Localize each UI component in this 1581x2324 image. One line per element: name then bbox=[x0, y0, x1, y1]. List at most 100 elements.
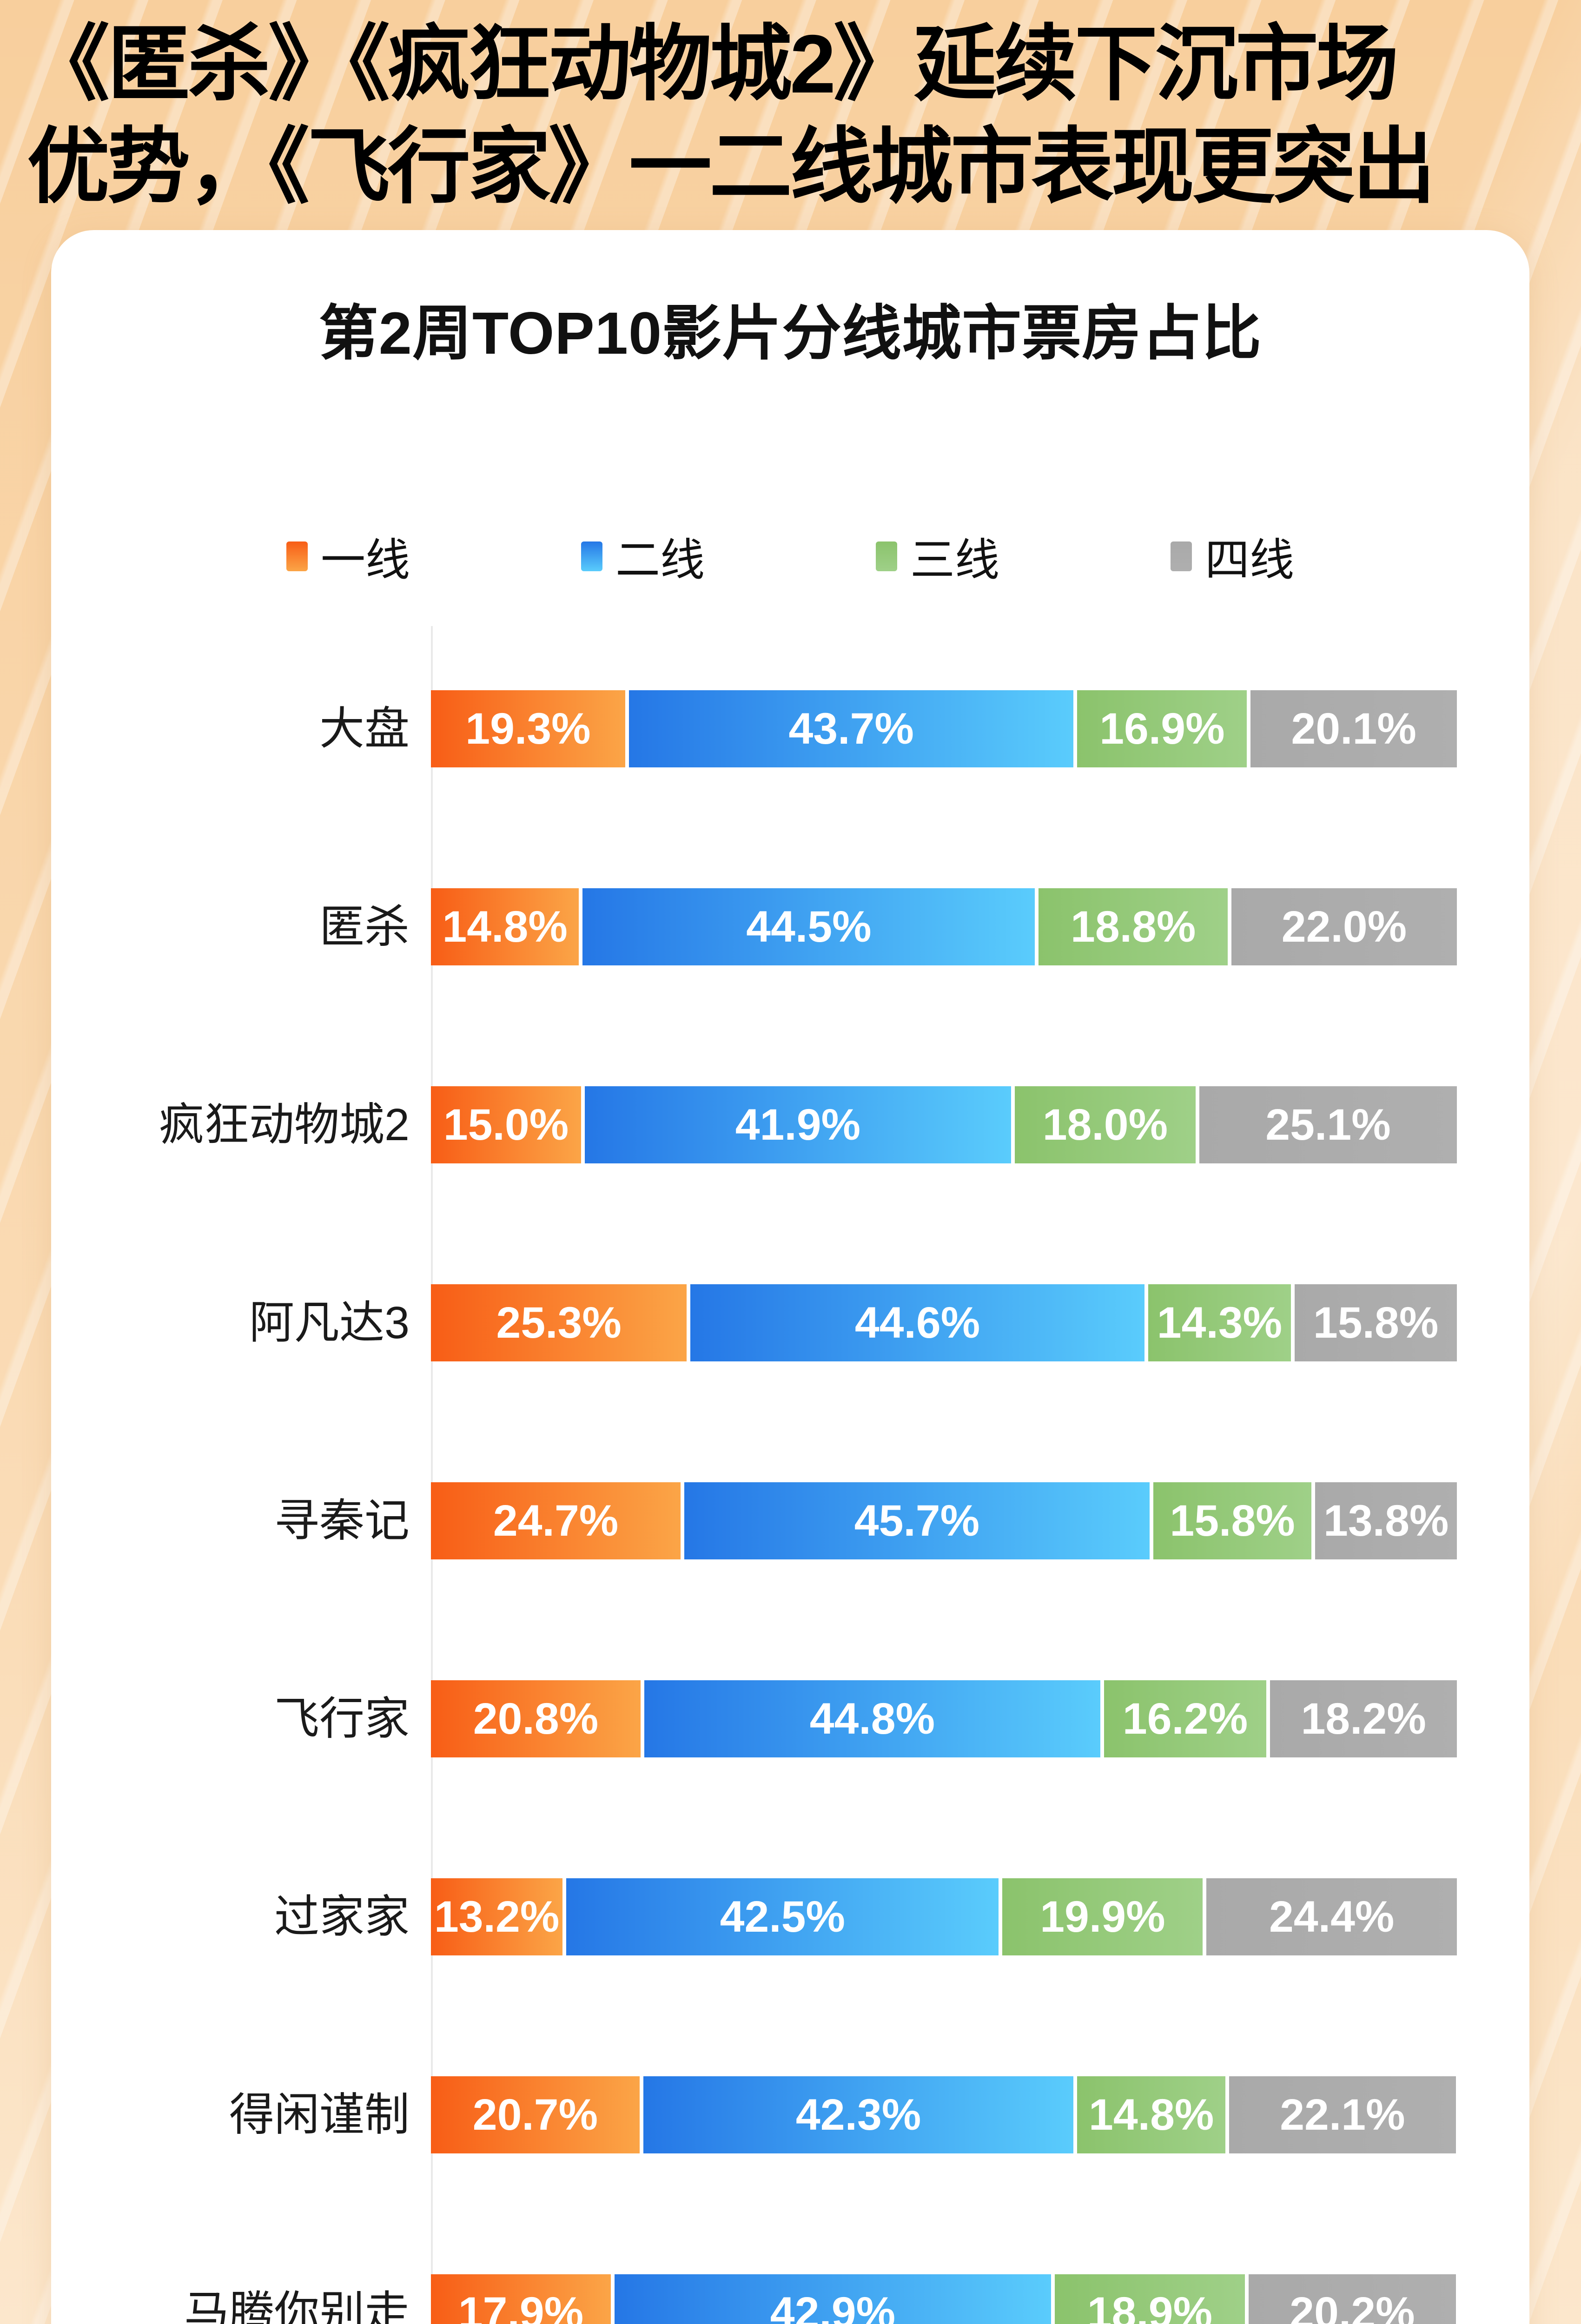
segment-value-label: 45.7% bbox=[854, 1496, 980, 1545]
legend-swatch-icon bbox=[581, 541, 602, 571]
segment-value-label: 43.7% bbox=[788, 704, 914, 753]
stacked-bar: 14.8% 44.5% 18.8% 22.0% bbox=[431, 888, 1457, 965]
legend-swatch-icon bbox=[1171, 541, 1192, 571]
legend-item-三线: 三线 bbox=[876, 524, 999, 588]
bar-segment-四线: 20.1% bbox=[1250, 690, 1457, 767]
chart-row: 得闲谨制 20.7% 42.3% 14.8% 22.1% bbox=[51, 2016, 1457, 2214]
stacked-bar: 20.8% 44.8% 16.2% 18.2% bbox=[431, 1680, 1457, 1757]
bar-segment-四线: 15.8% bbox=[1295, 1284, 1457, 1361]
segment-value-label: 15.8% bbox=[1170, 1496, 1295, 1545]
segment-value-label: 41.9% bbox=[735, 1100, 861, 1149]
segment-value-label: 19.9% bbox=[1040, 1892, 1165, 1941]
row-label: 疯狂动物城2 bbox=[159, 1099, 410, 1150]
bar-segment-三线: 16.2% bbox=[1104, 1680, 1270, 1757]
stacked-bar: 20.7% 42.3% 14.8% 22.1% bbox=[431, 2076, 1457, 2153]
legend-label: 二线 bbox=[615, 535, 705, 585]
bar-segment-三线: 14.3% bbox=[1148, 1284, 1295, 1361]
row-label: 马腾你别走 bbox=[184, 2287, 410, 2324]
segment-value-label: 18.8% bbox=[1071, 902, 1196, 951]
legend-item-一线: 一线 bbox=[286, 524, 410, 588]
segment-value-label: 24.4% bbox=[1269, 1892, 1395, 1941]
segment-value-label: 20.7% bbox=[472, 2090, 598, 2139]
segment-value-label: 18.0% bbox=[1042, 1100, 1168, 1149]
segment-value-label: 20.2% bbox=[1290, 2288, 1415, 2324]
stacked-bar: 17.9% 42.9% 18.9% 20.2% bbox=[431, 2274, 1457, 2324]
bar-segment-三线: 14.8% bbox=[1077, 2076, 1230, 2153]
segment-value-label: 13.8% bbox=[1323, 1496, 1449, 1545]
chart-row: 匿杀 14.8% 44.5% 18.8% 22.0% bbox=[51, 828, 1457, 1026]
segment-value-label: 24.7% bbox=[493, 1496, 619, 1545]
page-title-line2: 优势，《飞行家》一二线城市表现更突出 bbox=[27, 120, 1435, 213]
segment-value-label: 15.8% bbox=[1313, 1298, 1439, 1347]
segment-value-label: 19.3% bbox=[465, 704, 591, 753]
bar-segment-二线: 44.8% bbox=[644, 1680, 1104, 1757]
legend-item-四线: 四线 bbox=[1171, 524, 1294, 588]
bar-segment-一线: 25.3% bbox=[431, 1284, 691, 1361]
stacked-bar: 13.2% 42.5% 19.9% 24.4% bbox=[431, 1878, 1457, 1955]
chart-row: 疯狂动物城2 15.0% 41.9% 18.0% 25.1% bbox=[51, 1026, 1457, 1224]
chart-row: 阿凡达3 25.3% 44.6% 14.3% 15.8% bbox=[51, 1224, 1457, 1422]
bar-segment-二线: 44.6% bbox=[690, 1284, 1148, 1361]
chart-title: 第2周TOP10影片分线城市票房占比 bbox=[318, 300, 1262, 367]
segment-value-label: 22.0% bbox=[1281, 902, 1407, 951]
bar-segment-一线: 24.7% bbox=[431, 1482, 685, 1559]
row-label: 飞行家 bbox=[274, 1693, 410, 1744]
chart-legend: 一线 二线 三线 四线 bbox=[51, 524, 1529, 588]
bar-segment-四线: 25.1% bbox=[1199, 1086, 1457, 1163]
bar-segment-三线: 18.0% bbox=[1014, 1086, 1200, 1163]
bar-segment-三线: 16.9% bbox=[1077, 690, 1251, 767]
bar-segment-二线: 43.7% bbox=[628, 690, 1078, 767]
bar-segment-二线: 44.5% bbox=[582, 888, 1039, 965]
axis-line bbox=[431, 626, 433, 2324]
segment-value-label: 42.9% bbox=[770, 2288, 896, 2324]
bar-segment-四线: 22.1% bbox=[1229, 2076, 1456, 2153]
segment-value-label: 22.1% bbox=[1280, 2090, 1405, 2139]
row-label: 寻秦记 bbox=[274, 1495, 410, 1546]
bar-segment-一线: 20.8% bbox=[431, 1680, 645, 1757]
chart-card: 第2周TOP10影片分线城市票房占比 一线 二线 三线 四线 大盘 19.3% 43.7%… bbox=[51, 230, 1529, 2324]
stacked-bar: 15.0% 41.9% 18.0% 25.1% bbox=[431, 1086, 1457, 1163]
row-label: 匿杀 bbox=[319, 901, 410, 952]
stacked-bar: 25.3% 44.6% 14.3% 15.8% bbox=[431, 1284, 1457, 1361]
bar-segment-四线: 18.2% bbox=[1270, 1680, 1457, 1757]
bar-segment-四线: 20.2% bbox=[1248, 2274, 1456, 2324]
row-label: 过家家 bbox=[274, 1891, 410, 1942]
row-label: 得闲谨制 bbox=[229, 2089, 410, 2140]
segment-value-label: 20.1% bbox=[1291, 704, 1416, 753]
stacked-bar: 24.7% 45.7% 15.8% 13.8% bbox=[431, 1482, 1457, 1559]
bar-segment-三线: 19.9% bbox=[1002, 1878, 1207, 1955]
segment-value-label: 25.1% bbox=[1265, 1100, 1391, 1149]
bar-segment-二线: 41.9% bbox=[585, 1086, 1015, 1163]
chart-row: 大盘 19.3% 43.7% 16.9% 20.1% bbox=[51, 630, 1457, 828]
segment-value-label: 16.2% bbox=[1122, 1694, 1248, 1743]
segment-value-label: 18.2% bbox=[1301, 1694, 1426, 1743]
segment-value-label: 44.8% bbox=[809, 1694, 935, 1743]
legend-item-二线: 二线 bbox=[581, 524, 705, 588]
segment-value-label: 17.9% bbox=[458, 2288, 584, 2324]
bar-segment-二线: 42.9% bbox=[615, 2274, 1055, 2324]
segment-value-label: 44.6% bbox=[854, 1298, 980, 1347]
segment-value-label: 20.8% bbox=[473, 1694, 599, 1743]
bar-segment-二线: 42.5% bbox=[566, 1878, 1003, 1955]
page-title-line1: 《匿杀》《疯狂动物城2》延续下沉市场 bbox=[27, 18, 1399, 110]
chart-row: 过家家 13.2% 42.5% 19.9% 24.4% bbox=[51, 1818, 1457, 2016]
segment-value-label: 13.2% bbox=[434, 1892, 560, 1941]
segment-value-label: 14.3% bbox=[1157, 1298, 1283, 1347]
segment-value-label: 44.5% bbox=[746, 902, 872, 951]
segment-value-label: 15.0% bbox=[443, 1100, 569, 1149]
bar-segment-一线: 13.2% bbox=[431, 1878, 567, 1955]
legend-swatch-icon bbox=[286, 541, 308, 571]
segment-value-label: 16.9% bbox=[1099, 704, 1225, 753]
bar-segment-三线: 18.9% bbox=[1054, 2274, 1249, 2324]
legend-swatch-icon bbox=[876, 541, 897, 571]
legend-label: 三线 bbox=[910, 535, 999, 585]
bar-segment-三线: 15.8% bbox=[1153, 1482, 1316, 1559]
bar-segment-一线: 19.3% bbox=[431, 690, 629, 767]
row-label: 大盘 bbox=[319, 703, 410, 754]
bar-segment-三线: 18.8% bbox=[1039, 888, 1231, 965]
bar-segment-四线: 13.8% bbox=[1315, 1482, 1457, 1559]
bar-segment-二线: 45.7% bbox=[684, 1482, 1153, 1559]
chart-row: 马腾你别走 17.9% 42.9% 18.9% 20.2% bbox=[51, 2214, 1457, 2324]
chart-row: 飞行家 20.8% 44.8% 16.2% 18.2% bbox=[51, 1620, 1457, 1818]
